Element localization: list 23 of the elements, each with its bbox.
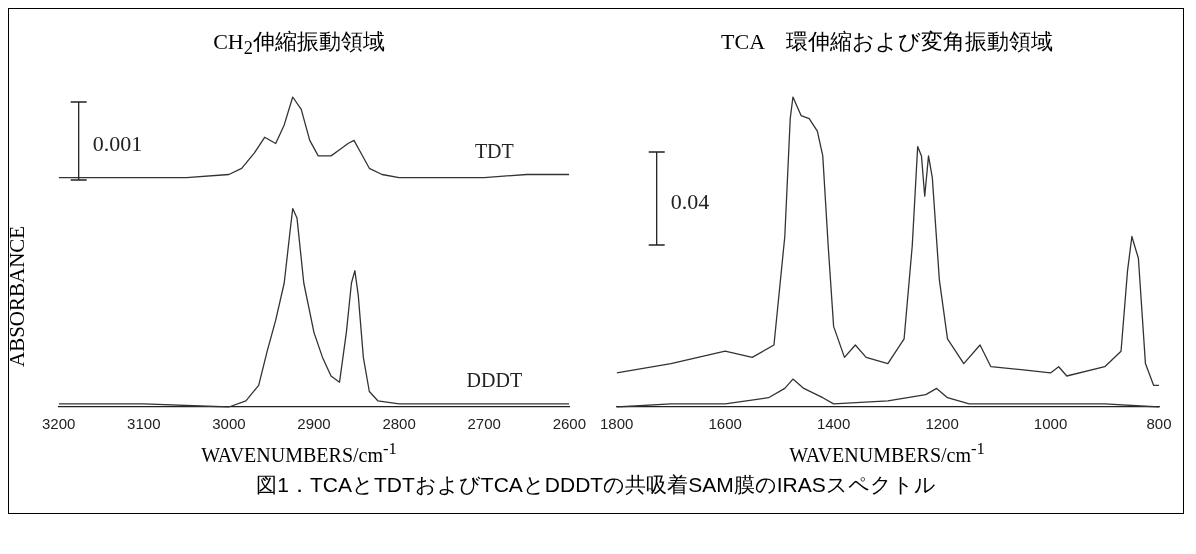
y-axis-title: ABSORBANCE [5,225,30,367]
x-tick-label: 1400 [816,415,851,433]
x-tick-label: 2700 [467,415,501,433]
x-tick-label: 3100 [127,415,161,433]
chart-title: CH$_{2}$伸縮振動領域 [212,28,386,59]
annotation: 0.04 [670,188,710,214]
x-tick-label: 800 [1146,415,1172,433]
x-tick-label: 3000 [212,415,246,433]
x-tick-label: 2600 [552,415,586,433]
x-tick-label: 3200 [42,415,76,433]
caption: 図1．TCAとTDTおよびTCAとDDDTの共吸着SAM膜のIRASスペクトル [255,471,937,498]
x-axis-title: WAVENUMBERS/cm$^{-1}$ [788,439,986,467]
x-tick-label: 1800 [600,415,634,433]
series-label: TDT [474,139,514,162]
chart-title: TCA 環伸縮および変角振動領域 [720,28,1054,56]
x-tick-label: 1600 [708,415,742,433]
x-tick-label: 1000 [1033,415,1068,433]
series-label: DDDT [466,369,523,392]
x-tick-label: 2900 [297,415,331,433]
x-tick-label: 1200 [925,415,959,433]
x-axis-title: WAVENUMBERS/cm$^{-1}$ [200,439,398,467]
annotation: 0.001 [92,130,143,156]
x-tick-label: 2800 [382,415,416,433]
